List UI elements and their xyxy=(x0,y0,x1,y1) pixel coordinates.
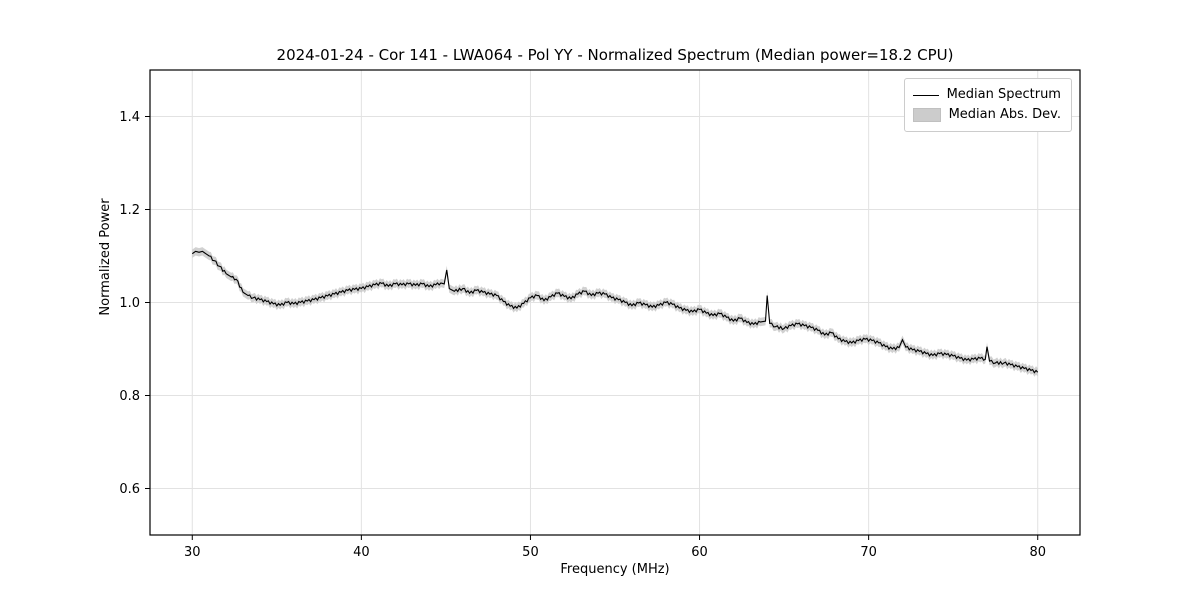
x-tick-label: 30 xyxy=(184,545,201,560)
x-tick-label: 70 xyxy=(860,545,877,560)
chart-title: 2024-01-24 - Cor 141 - LWA064 - Pol YY -… xyxy=(276,46,954,64)
legend-label: Median Spectrum xyxy=(946,87,1061,102)
x-axis-label: Frequency (MHz) xyxy=(560,562,670,577)
legend-label: Median Abs. Dev. xyxy=(948,107,1061,122)
y-tick-label: 0.8 xyxy=(119,389,140,404)
legend-item-median-abs-dev: Median Abs. Dev. xyxy=(912,105,1061,125)
legend-patch-sample xyxy=(912,108,941,122)
median-spectrum-line xyxy=(191,250,1039,374)
y-tick-label: 1.4 xyxy=(119,110,140,125)
median-abs-dev-band xyxy=(192,247,1038,377)
legend-line-sample xyxy=(912,94,939,96)
y-tick-label: 0.6 xyxy=(119,482,140,497)
y-axis-label: Normalized Power xyxy=(98,198,113,316)
legend-item-median-spectrum: Median Spectrum xyxy=(912,85,1061,105)
y-tick-label: 1.0 xyxy=(119,296,140,311)
legend: Median Spectrum Median Abs. Dev. xyxy=(903,78,1072,132)
x-tick-label: 50 xyxy=(522,545,539,560)
x-tick-label: 60 xyxy=(691,545,708,560)
x-tick-label: 40 xyxy=(353,545,370,560)
x-tick-label: 80 xyxy=(1029,545,1046,560)
y-tick-label: 1.2 xyxy=(119,203,140,218)
